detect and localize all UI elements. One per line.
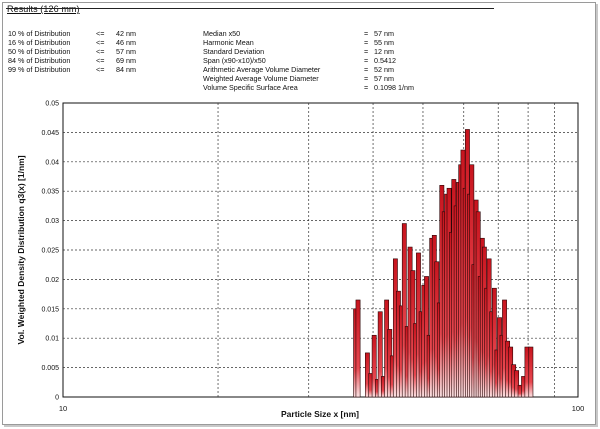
x-tick-label: 10 <box>59 404 67 413</box>
statistic-label: Standard Deviation <box>203 47 265 56</box>
y-tick-label: 0.035 <box>41 189 59 196</box>
statistic-value: 0.5412 <box>374 56 396 65</box>
y-tick-label: 0.04 <box>45 159 59 166</box>
statistic-operator: = <box>364 38 369 47</box>
statistic-value: 57 nm <box>374 29 394 38</box>
statistic-value: 12 nm <box>374 47 394 56</box>
y-tick-label: 0.03 <box>45 218 59 225</box>
y-tick-labels: 0 0.005 0.01 0.015 0.02 0.025 0.03 0.035 0.04 0.0… <box>41 101 59 402</box>
bar <box>371 334 377 398</box>
statistic-operator: = <box>364 29 369 38</box>
y-tick-label: 0.01 <box>45 336 59 343</box>
statistic-operator: = <box>364 74 369 83</box>
distribution-value: 69 nm <box>116 56 136 65</box>
distribution-value: 84 nm <box>116 65 136 74</box>
bars <box>353 129 534 398</box>
distribution-row: 99 % of Distribution <box>8 65 71 74</box>
statistic-operator: = <box>364 56 369 65</box>
statistic-label: Span (x90-x10)/x50 <box>203 56 266 65</box>
statistic-value: 52 nm <box>374 65 394 74</box>
y-tick-label: 0.045 <box>41 130 59 137</box>
distribution-value: 57 nm <box>116 47 136 56</box>
statistic-operator: = <box>364 65 369 74</box>
distribution-row: 16 % of Distribution <box>8 38 71 47</box>
y-tick-label: 0.005 <box>41 365 59 372</box>
y-tick-label: 0.02 <box>45 277 59 284</box>
y-tick-label: 0.025 <box>41 248 59 255</box>
x-tick-labels: 10 100 <box>59 404 584 413</box>
statistic-label: Harmonic Mean <box>203 38 254 47</box>
distribution-operator: <= <box>96 56 105 65</box>
distribution-row: 50 % of Distribution <box>8 47 71 56</box>
statistic-label: Weighted Average Volume Diameter <box>203 74 319 83</box>
x-axis-title: Particle Size x [nm] <box>281 409 359 419</box>
distribution-row: 84 % of Distribution <box>8 56 71 65</box>
results-title: Results (126 mm) <box>7 4 80 14</box>
y-axis-title: Vol. Weighted Density Distribution q3(x)… <box>16 155 26 344</box>
statistic-value: 57 nm <box>374 74 394 83</box>
distribution-value: 46 nm <box>116 38 136 47</box>
bar <box>491 287 497 398</box>
distribution-operator: <= <box>96 65 105 74</box>
bar <box>355 299 361 398</box>
distribution-operator: <= <box>96 47 105 56</box>
statistic-label: Volume Specific Surface Area <box>203 83 298 92</box>
bar <box>377 311 383 398</box>
distribution-operator: <= <box>96 29 105 38</box>
y-tick-label: 0 <box>55 395 59 402</box>
statistic-value: 0.1098 1/nm <box>374 83 414 92</box>
y-tick-label: 0.05 <box>45 101 59 108</box>
header-rule <box>6 8 494 9</box>
distribution-value: 42 nm <box>116 29 136 38</box>
distribution-row: 10 % of Distribution <box>8 29 71 38</box>
bar <box>528 346 534 398</box>
bar <box>524 346 530 398</box>
x-tick-label: 100 <box>572 404 585 413</box>
statistic-value: 55 nm <box>374 38 394 47</box>
y-tick-label: 0.015 <box>41 306 59 313</box>
bar <box>514 370 520 398</box>
distribution-operator: <= <box>96 38 105 47</box>
statistic-operator: = <box>364 83 369 92</box>
statistic-operator: = <box>364 47 369 56</box>
bar <box>401 223 407 398</box>
statistic-label: Median x50 <box>203 29 241 38</box>
statistic-label: Arithmetic Average Volume Diameter <box>203 65 321 74</box>
